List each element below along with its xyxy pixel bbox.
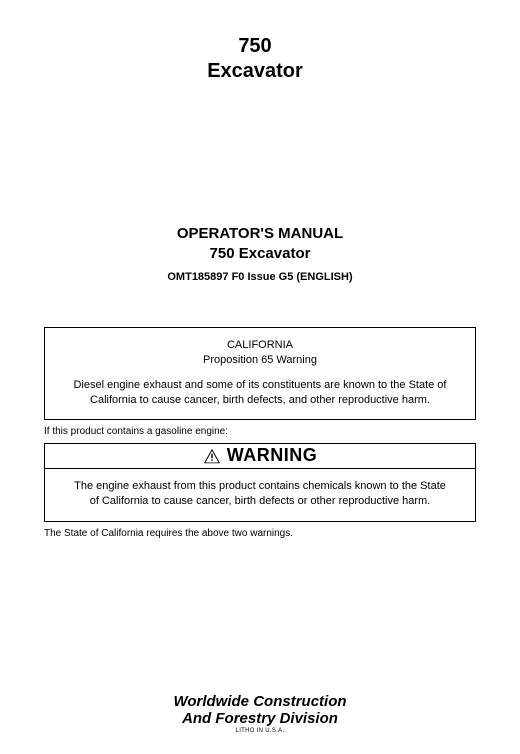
prop65-title: CALIFORNIA Proposition 65 Warning bbox=[69, 338, 451, 368]
prop65-title-line2: Proposition 65 Warning bbox=[69, 353, 451, 368]
product-name: Excavator bbox=[34, 59, 476, 84]
product-title-block: 750 Excavator bbox=[34, 34, 476, 84]
notices-section: CALIFORNIA Proposition 65 Warning Diesel… bbox=[44, 327, 476, 539]
footer: Worldwide Construction And Forestry Divi… bbox=[44, 693, 476, 735]
warning-body: The engine exhaust from this product con… bbox=[69, 479, 451, 509]
state-requirement-note: The State of California requires the abo… bbox=[44, 528, 476, 539]
manual-code: OMT185897 F0 Issue G5 (ENGLISH) bbox=[44, 271, 476, 283]
manual-subtitle: 750 Excavator bbox=[44, 244, 476, 264]
gasoline-note: If this product contains a gasoline engi… bbox=[44, 426, 476, 437]
prop65-box: CALIFORNIA Proposition 65 Warning Diesel… bbox=[44, 327, 476, 420]
warning-box: The engine exhaust from this product con… bbox=[44, 468, 476, 522]
prop65-title-line1: CALIFORNIA bbox=[69, 338, 451, 353]
spacer bbox=[44, 84, 476, 224]
warning-header: WARNING bbox=[44, 443, 476, 468]
warning-triangle-icon bbox=[203, 448, 221, 464]
manual-title-block: OPERATOR'S MANUAL 750 Excavator OMT18589… bbox=[44, 224, 476, 283]
warning-label: WARNING bbox=[227, 445, 318, 466]
footer-line1: Worldwide Construction bbox=[44, 693, 476, 710]
footer-division: Worldwide Construction And Forestry Divi… bbox=[44, 693, 476, 728]
model-number: 750 bbox=[34, 34, 476, 59]
footer-line2: And Forestry Division bbox=[44, 710, 476, 727]
manual-heading: OPERATOR'S MANUAL bbox=[44, 224, 476, 244]
footer-litho: LITHO IN U.S.A. bbox=[44, 728, 476, 734]
prop65-body: Diesel engine exhaust and some of its co… bbox=[69, 378, 451, 408]
